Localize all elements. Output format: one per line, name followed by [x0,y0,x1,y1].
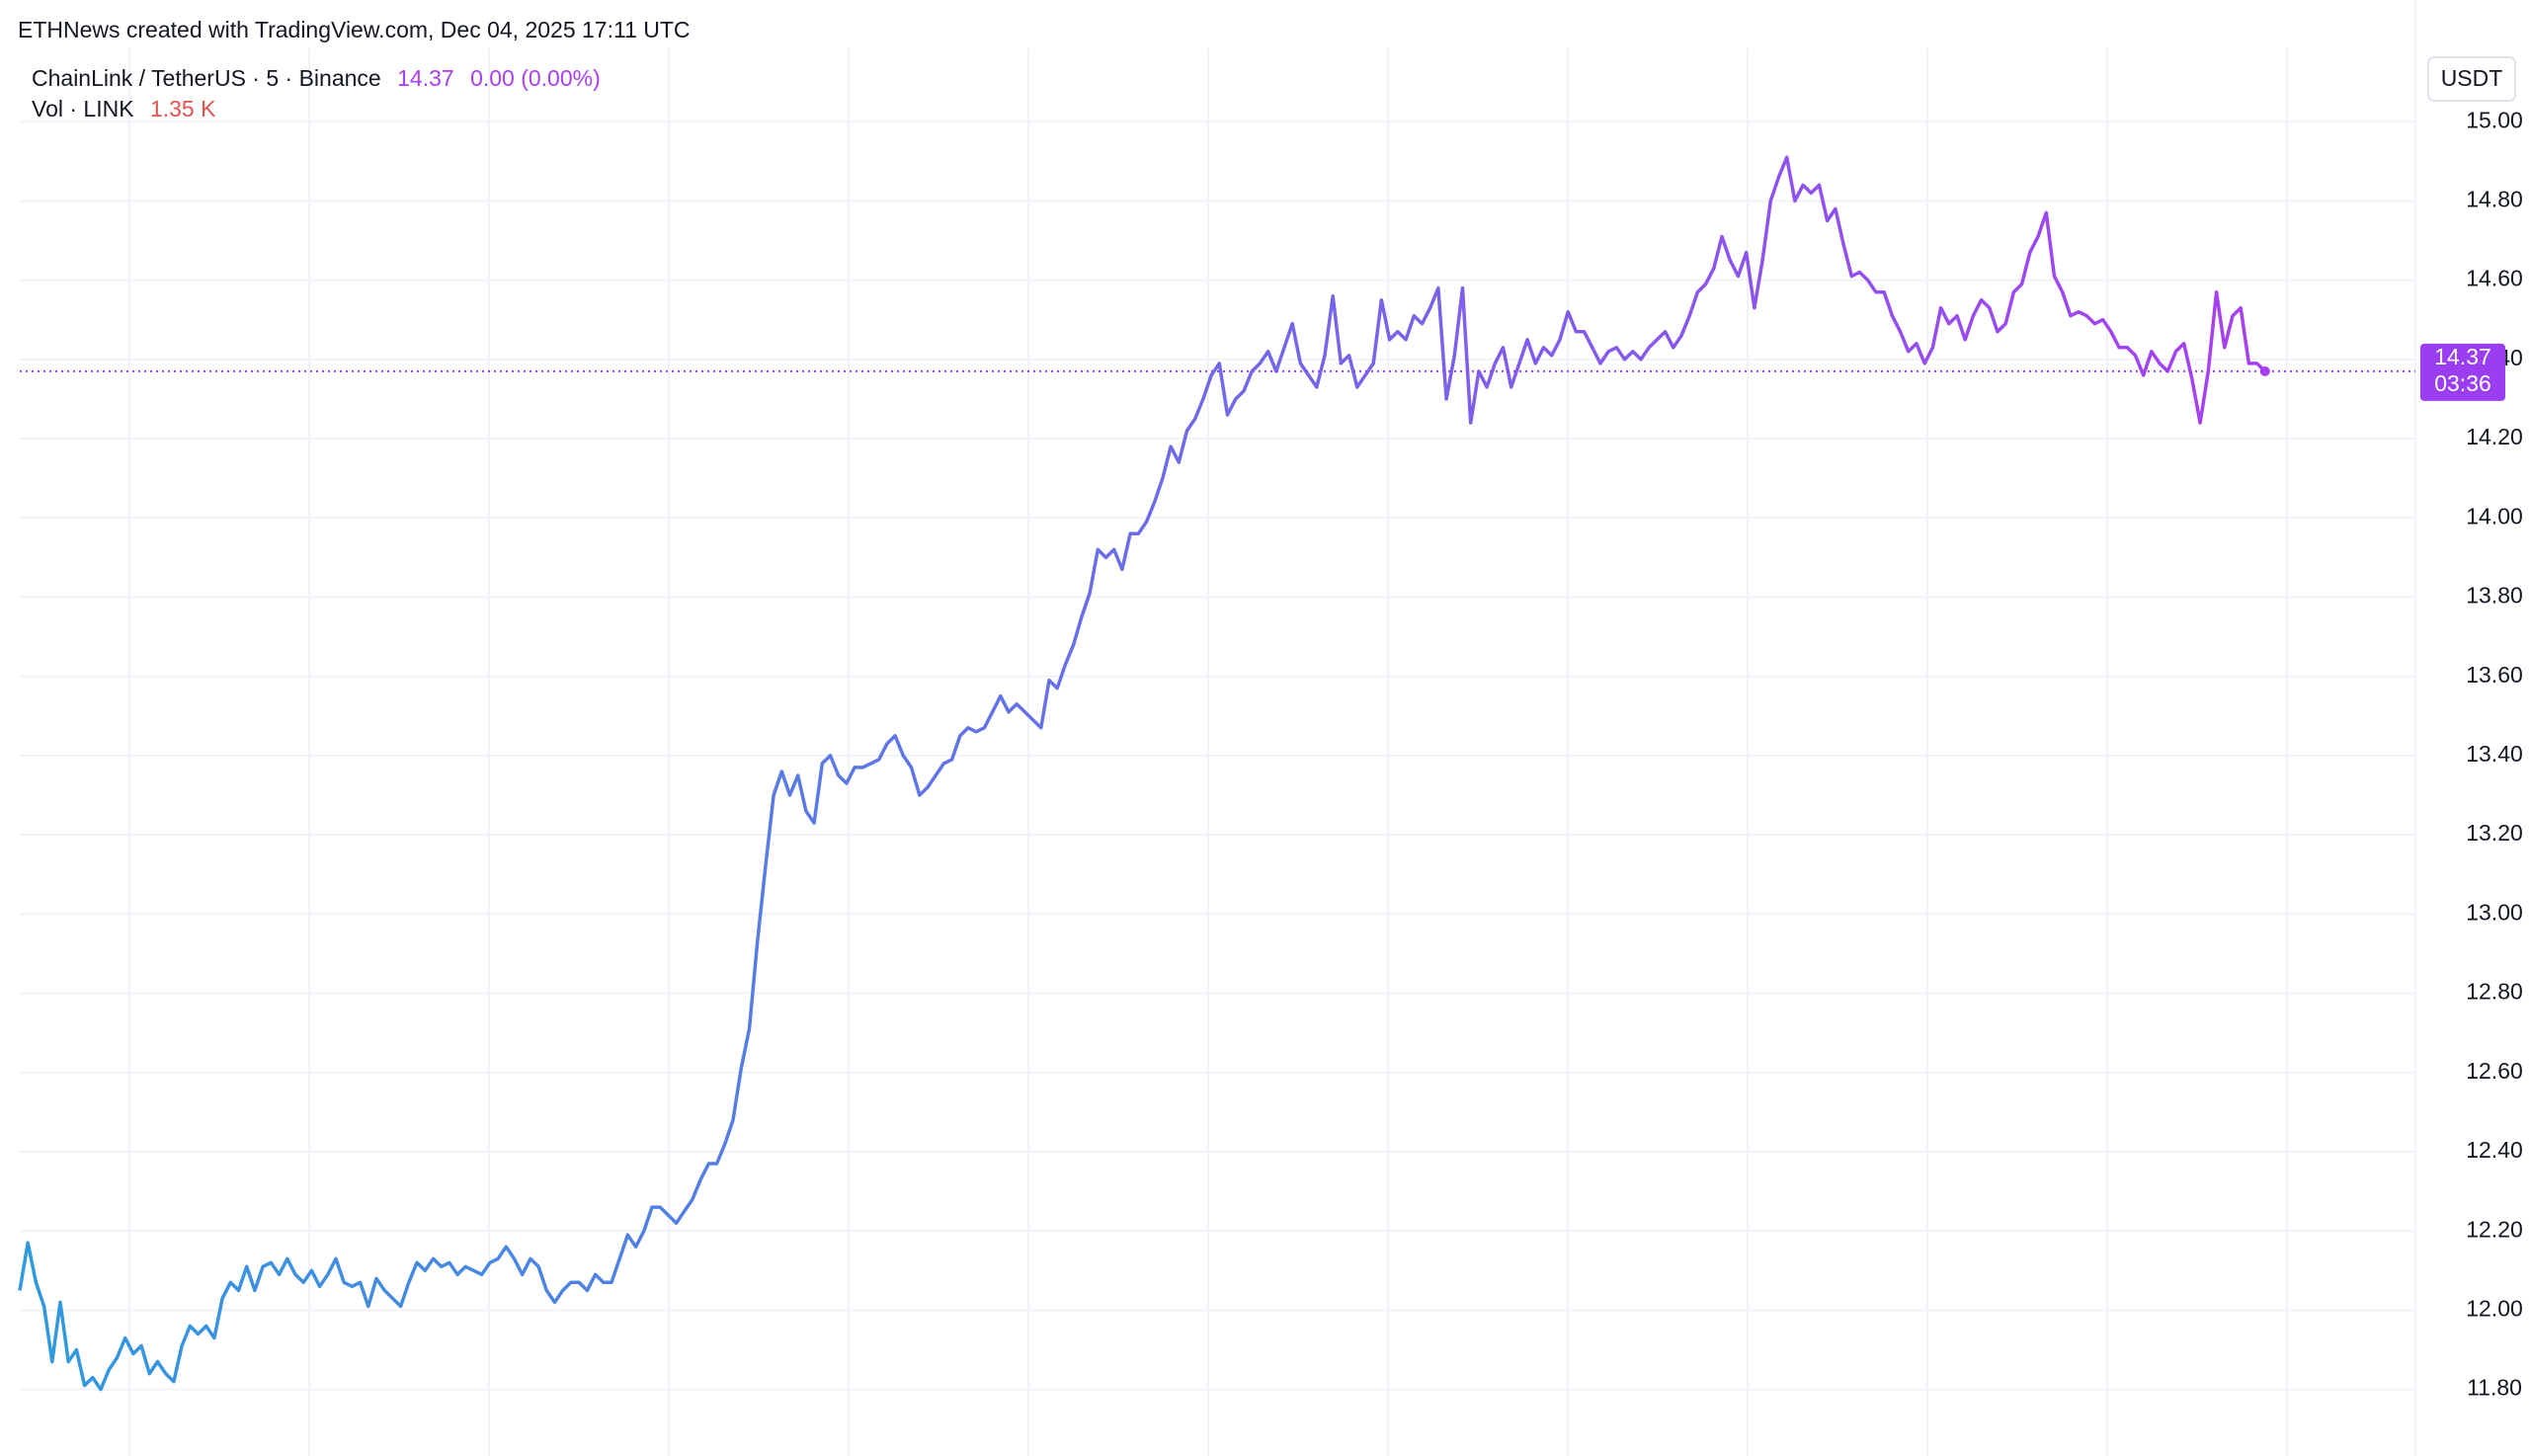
credit: ETHNews created with TradingView.com, De… [18,17,691,42]
currency-box[interactable] [2427,56,2516,102]
symbol-legend: ChainLink / TetherUS · 5 · Binance 14.37… [32,65,601,91]
y-tick-label: 12.40 [2466,1137,2523,1163]
y-tick-label: 13.00 [2466,899,2523,925]
y-tick-label: 13.60 [2466,662,2523,688]
volume-legend: Vol · LINK 1.35 K [32,96,216,121]
y-tick-label: 14.60 [2466,266,2523,291]
y-tick-label: 12.80 [2466,979,2523,1005]
volume-value: 1.35 K [150,96,216,121]
grid [20,0,2416,1456]
y-tick-label: 13.80 [2466,583,2523,608]
currency[interactable]: USDT [2441,65,2503,91]
y-tick-label: 14.80 [2466,186,2523,211]
y-tick-label: 12.20 [2466,1216,2523,1242]
y-tick-label: 14.20 [2466,424,2523,449]
y-tick-label: 12.00 [2466,1295,2523,1321]
price-tag-value: 14.37 [2434,344,2491,369]
price-tag-countdown: 03:36 [2434,370,2491,396]
change: 0.00 (0.00%) [470,65,601,91]
plot [18,155,2415,1392]
price-tag [2420,343,2505,401]
y-tick-label: 14.00 [2466,503,2523,528]
y-tick-label: 15.00 [2466,107,2523,132]
y-tick-label: 12.60 [2466,1058,2523,1084]
volume-label: Vol · LINK [32,96,134,121]
last-price: 14.37 [397,65,454,91]
last-point [2259,365,2270,376]
y-tick-label: 13.40 [2466,741,2523,767]
y-tick-label: 11.80 [2467,1375,2522,1401]
price-line [18,155,2267,1392]
y-tick-label: 13.20 [2466,820,2523,846]
price-axis: 11.80 12.00 12.20 12.40 12.60 12.80 13.00 13.20… [2466,107,2523,1400]
symbol: ChainLink / TetherUS · 5 · Binance [32,65,381,91]
